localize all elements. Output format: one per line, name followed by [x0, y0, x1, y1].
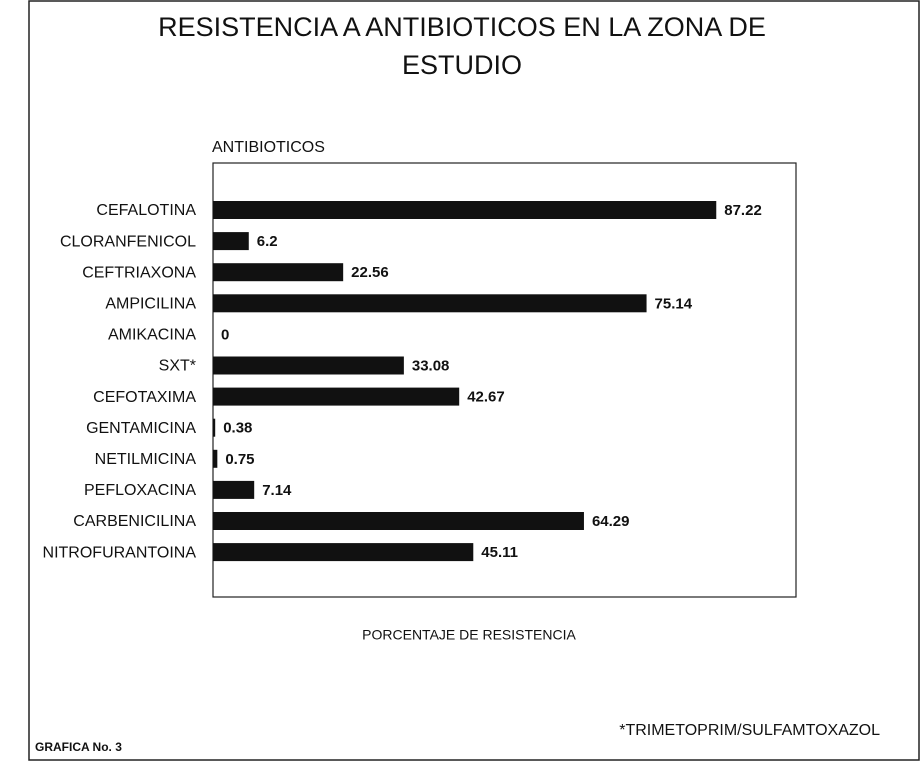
- frame: [28, 0, 920, 761]
- value-label: 0: [221, 326, 229, 343]
- value-label: 75.14: [655, 295, 693, 312]
- bar: [213, 418, 216, 437]
- bar: [213, 356, 404, 375]
- footer: GRAFICA No. 3: [35, 740, 122, 754]
- y-tick-label: CEFOTAXIMA: [93, 389, 196, 406]
- y-tick-label: GENTAMICINA: [86, 420, 196, 437]
- bar: [213, 512, 584, 530]
- y-tick-label: PEFLOXACINA: [84, 482, 196, 499]
- value-label: 33.08: [412, 357, 450, 374]
- annotation: *TRIMETOPRIM/SULFAMTOXAZOL: [619, 722, 880, 739]
- x-axis-label: PORCENTAJE DE RESISTENCIA: [362, 627, 576, 643]
- bar: [213, 480, 255, 499]
- bar: [213, 232, 249, 251]
- value-label: 22.56: [351, 264, 389, 281]
- value-label: 0.38: [223, 420, 252, 437]
- bar: [213, 263, 344, 282]
- y-tick-label: AMIKACINA: [108, 327, 196, 344]
- y-tick-label: CARBENICILINA: [73, 513, 196, 530]
- value-label: 6.2: [257, 233, 278, 250]
- value-label: 7.14: [262, 482, 292, 499]
- y-tick-label: NETILMICINA: [95, 451, 197, 468]
- value-label: 42.67: [467, 389, 505, 406]
- value-label: 0.75: [225, 451, 254, 468]
- y-tick-label: SXT*: [159, 358, 196, 375]
- bar: [213, 201, 717, 219]
- bar: [213, 449, 218, 468]
- plot-area: [212, 162, 797, 598]
- value-label: 87.22: [724, 202, 762, 219]
- value-label: 64.29: [592, 513, 630, 530]
- y-tick-label: NITROFURANTOINA: [43, 544, 197, 561]
- value-label: 45.11: [481, 544, 518, 561]
- y-tick-label: CEFALOTINA: [96, 202, 196, 219]
- y-tick-label: AMPICILINA: [105, 296, 196, 313]
- y-tick-label: CLORANFENICOL: [60, 233, 196, 250]
- y-axis-label: ANTIBIOTICOS: [212, 139, 325, 156]
- chart-title: RESISTENCIA A ANTIBIOTICOS EN LA ZONA DE…: [158, 12, 766, 80]
- y-tick-label: CEFTRIAXONA: [82, 264, 196, 281]
- bar: [213, 543, 474, 562]
- bar: [213, 387, 460, 406]
- bar: [213, 294, 647, 313]
